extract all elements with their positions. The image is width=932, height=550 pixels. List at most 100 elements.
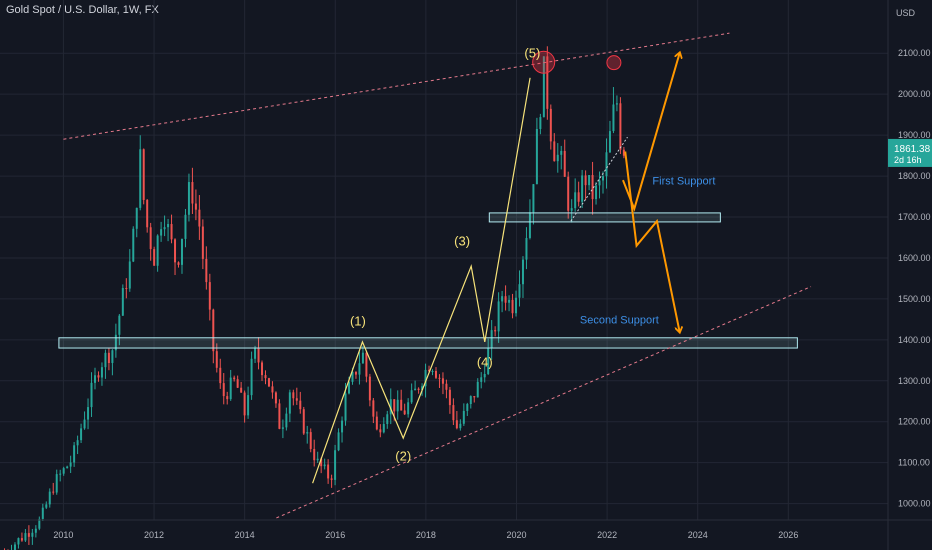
- candle-body: [208, 282, 211, 310]
- candle-body: [142, 149, 145, 200]
- candle-body: [52, 491, 55, 493]
- candle-body: [149, 227, 152, 250]
- y-tick-label: 1200.00: [898, 417, 931, 427]
- candle-body: [243, 392, 246, 416]
- candle-body: [170, 224, 173, 240]
- y-tick-label: 1600.00: [898, 253, 931, 263]
- candle-body: [386, 414, 389, 425]
- candle-body: [605, 152, 608, 177]
- candle-body: [174, 239, 177, 263]
- candle-body: [608, 131, 611, 153]
- candle-body: [257, 348, 260, 363]
- candle-body: [403, 410, 406, 415]
- x-tick-label: 2024: [688, 530, 708, 540]
- candle-body: [299, 400, 302, 410]
- candle-body: [156, 235, 159, 266]
- candle-body: [539, 117, 542, 129]
- current-price-badge: [888, 138, 932, 167]
- candle-body: [83, 419, 86, 429]
- candle-body: [393, 399, 396, 412]
- candle-body: [139, 149, 142, 208]
- candlesticks: [4, 46, 625, 550]
- candle-body: [396, 399, 399, 412]
- candle-body: [344, 393, 347, 421]
- x-tick-label: 2010: [53, 530, 73, 540]
- candle-body: [288, 392, 291, 414]
- candle-body: [327, 464, 330, 479]
- candle-body: [45, 504, 48, 508]
- candle-body: [153, 249, 156, 266]
- drawings: [58, 32, 812, 519]
- candle-body: [180, 238, 183, 265]
- candle-body: [285, 413, 288, 428]
- candle-body: [400, 399, 403, 411]
- candle-body: [441, 378, 444, 384]
- candle-body: [511, 299, 514, 314]
- chart-title: Gold Spot / U.S. Dollar, 1W, FX: [6, 4, 159, 16]
- candle-body: [309, 432, 312, 449]
- candle-body: [295, 398, 298, 401]
- candle-body: [107, 352, 110, 363]
- candle-body: [201, 226, 204, 259]
- price-axis[interactable]: 1000.00 1100.00 1200.00 1300.00 1400.00 1500.…: [887, 0, 932, 550]
- candle-body: [254, 348, 257, 359]
- candle-body: [261, 362, 264, 376]
- projection-down-arrow: [624, 151, 679, 331]
- candle-body: [483, 374, 486, 378]
- candle-body: [271, 386, 274, 393]
- candle-body: [233, 377, 236, 380]
- candle-body: [97, 375, 100, 378]
- candle-body: [354, 371, 357, 375]
- candle-body: [187, 182, 190, 215]
- candle-body: [595, 185, 598, 200]
- candle-body: [191, 182, 194, 204]
- candle-body: [424, 369, 427, 387]
- candle-body: [313, 448, 316, 461]
- candle-body: [448, 389, 451, 406]
- current-price-value: 1861.38: [894, 144, 931, 155]
- candle-body: [31, 532, 34, 537]
- candle-body: [62, 468, 65, 474]
- candle-body: [264, 375, 267, 379]
- candle-body: [570, 208, 573, 211]
- candle-body: [118, 315, 121, 335]
- grid: [0, 0, 888, 520]
- lower-trend-line: [276, 286, 812, 519]
- x-tick-label: 2014: [235, 530, 255, 540]
- candle-body: [198, 209, 201, 227]
- candle-body: [434, 370, 437, 378]
- candle-body: [389, 399, 392, 415]
- candle-body: [316, 458, 319, 461]
- y-tick-label: 1700.00: [898, 212, 931, 222]
- candle-body: [281, 427, 284, 429]
- x-tick-label: 2022: [597, 530, 617, 540]
- candle-body: [480, 377, 483, 382]
- candle-body: [581, 175, 584, 202]
- highlight-circle: [606, 55, 622, 71]
- candle-body: [66, 466, 69, 469]
- candle-body: [375, 416, 378, 430]
- price-axis-panel: [888, 0, 932, 550]
- time-axis[interactable]: 2010 2012 2014 2016 2018 2020 2022 2024 2026: [0, 519, 932, 540]
- candle-body: [132, 228, 135, 262]
- candle-body: [167, 224, 170, 228]
- candle-body: [549, 108, 552, 142]
- candle-body: [497, 301, 500, 332]
- resistance-trend-line: [63, 32, 730, 140]
- candle-body: [146, 199, 149, 228]
- candle-body: [48, 491, 51, 505]
- candle-body: [622, 149, 625, 156]
- y-tick-label: 1300.00: [898, 376, 931, 386]
- candle-body: [177, 262, 180, 265]
- candle-body: [114, 334, 117, 351]
- y-tick-label: 1900.00: [898, 130, 931, 140]
- candle-body: [194, 203, 197, 210]
- support-zone: [488, 212, 721, 223]
- candle-body: [351, 371, 354, 382]
- candle-body: [128, 261, 131, 289]
- candle-body: [341, 420, 344, 433]
- candle-body: [229, 377, 232, 400]
- candle-body: [361, 352, 364, 364]
- candle-body: [222, 383, 225, 397]
